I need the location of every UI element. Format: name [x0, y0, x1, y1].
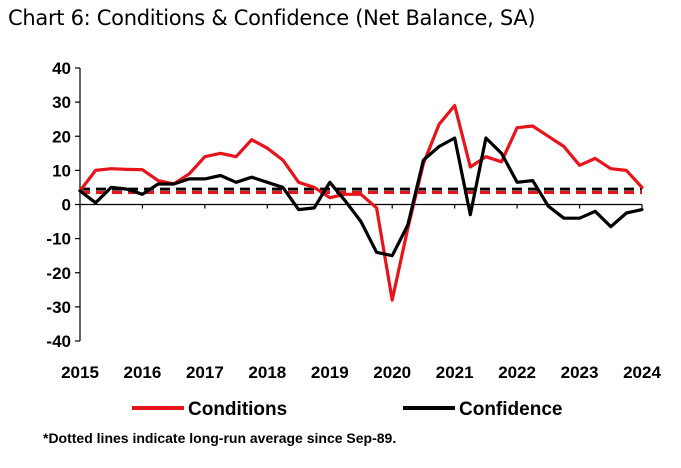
series-line-confidence	[78, 136, 644, 258]
y-tick-label: -20	[46, 264, 71, 283]
y-tick-label: 40	[52, 59, 71, 78]
y-tick-label: -40	[46, 332, 71, 351]
x-tick-label: 2023	[561, 363, 599, 382]
x-tick-label: 2024	[623, 363, 661, 382]
series-lines	[78, 103, 644, 302]
x-tick-label: 2021	[436, 363, 474, 382]
y-tick-label: 10	[52, 161, 71, 180]
x-tick-label: 2019	[311, 363, 349, 382]
y-tick-label: 30	[52, 93, 71, 112]
footnote: *Dotted lines indicate long-run average …	[43, 430, 397, 446]
legend: Conditions Confidence	[132, 399, 562, 420]
legend-label-confidence: Confidence	[459, 399, 562, 420]
y-tick-label: -10	[46, 230, 71, 249]
x-tick-label: 2015	[61, 363, 99, 382]
x-axis: 2015 2016 2017 2018 2019 2020 2021 2022 2023 2024	[61, 203, 661, 382]
x-tick-label: 2022	[498, 363, 536, 382]
chart-title: Chart 6: Conditions & Confidence (Net Ba…	[8, 6, 536, 30]
y-axis: 40 30 20 10 0 -10 -20 -30 -40	[46, 59, 81, 351]
x-tick-label: 2016	[124, 363, 162, 382]
y-tick-label: 0	[62, 196, 71, 215]
y-tick-label: -30	[46, 298, 71, 317]
y-tick-label: 20	[52, 127, 71, 146]
reference-lines	[80, 187, 642, 195]
series-line-conditions	[78, 103, 644, 302]
x-tick-label: 2018	[248, 363, 286, 382]
legend-label-conditions: Conditions	[188, 399, 287, 420]
x-tick-label: 2017	[186, 363, 224, 382]
x-tick-label: 2020	[373, 363, 411, 382]
